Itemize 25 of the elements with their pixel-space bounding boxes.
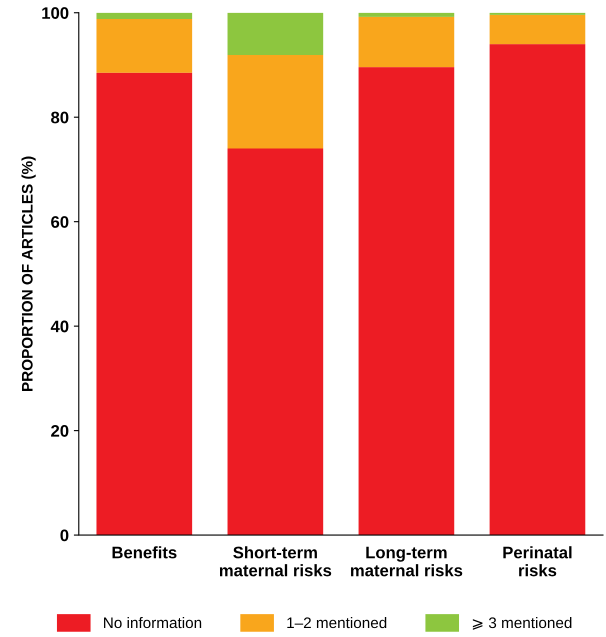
bar [490,14,586,44]
legend-label: No information [104,616,202,628]
legend-label: 1–2 mentioned [287,616,386,628]
legend-label: ⩾ 3 mentioned [472,616,572,630]
bar [358,67,454,536]
bar [96,72,192,536]
x-tick-label: Long-term maternal risks [350,546,462,576]
x-tick-label: Benefits [112,546,176,558]
y-tick-label: 0 [60,529,68,542]
y-tick-label: 20 [51,425,68,437]
y-tick-label: 100 [42,7,68,19]
y-tick-label: 80 [51,112,68,124]
bar [96,12,192,20]
y-axis-title: PROPORTION OF ARTICLES (%) [21,156,36,392]
bar [490,44,586,536]
x-tick-label: Short-term maternal risks [220,546,332,576]
bar [228,12,324,56]
bar [228,148,324,536]
bar [358,12,454,17]
y-tick-label: 60 [51,216,68,228]
bar [96,19,192,73]
y-tick-label: 40 [50,320,68,332]
x-tick-label: Perinatal risks [503,546,572,576]
bar [358,16,454,68]
bar [228,55,324,149]
